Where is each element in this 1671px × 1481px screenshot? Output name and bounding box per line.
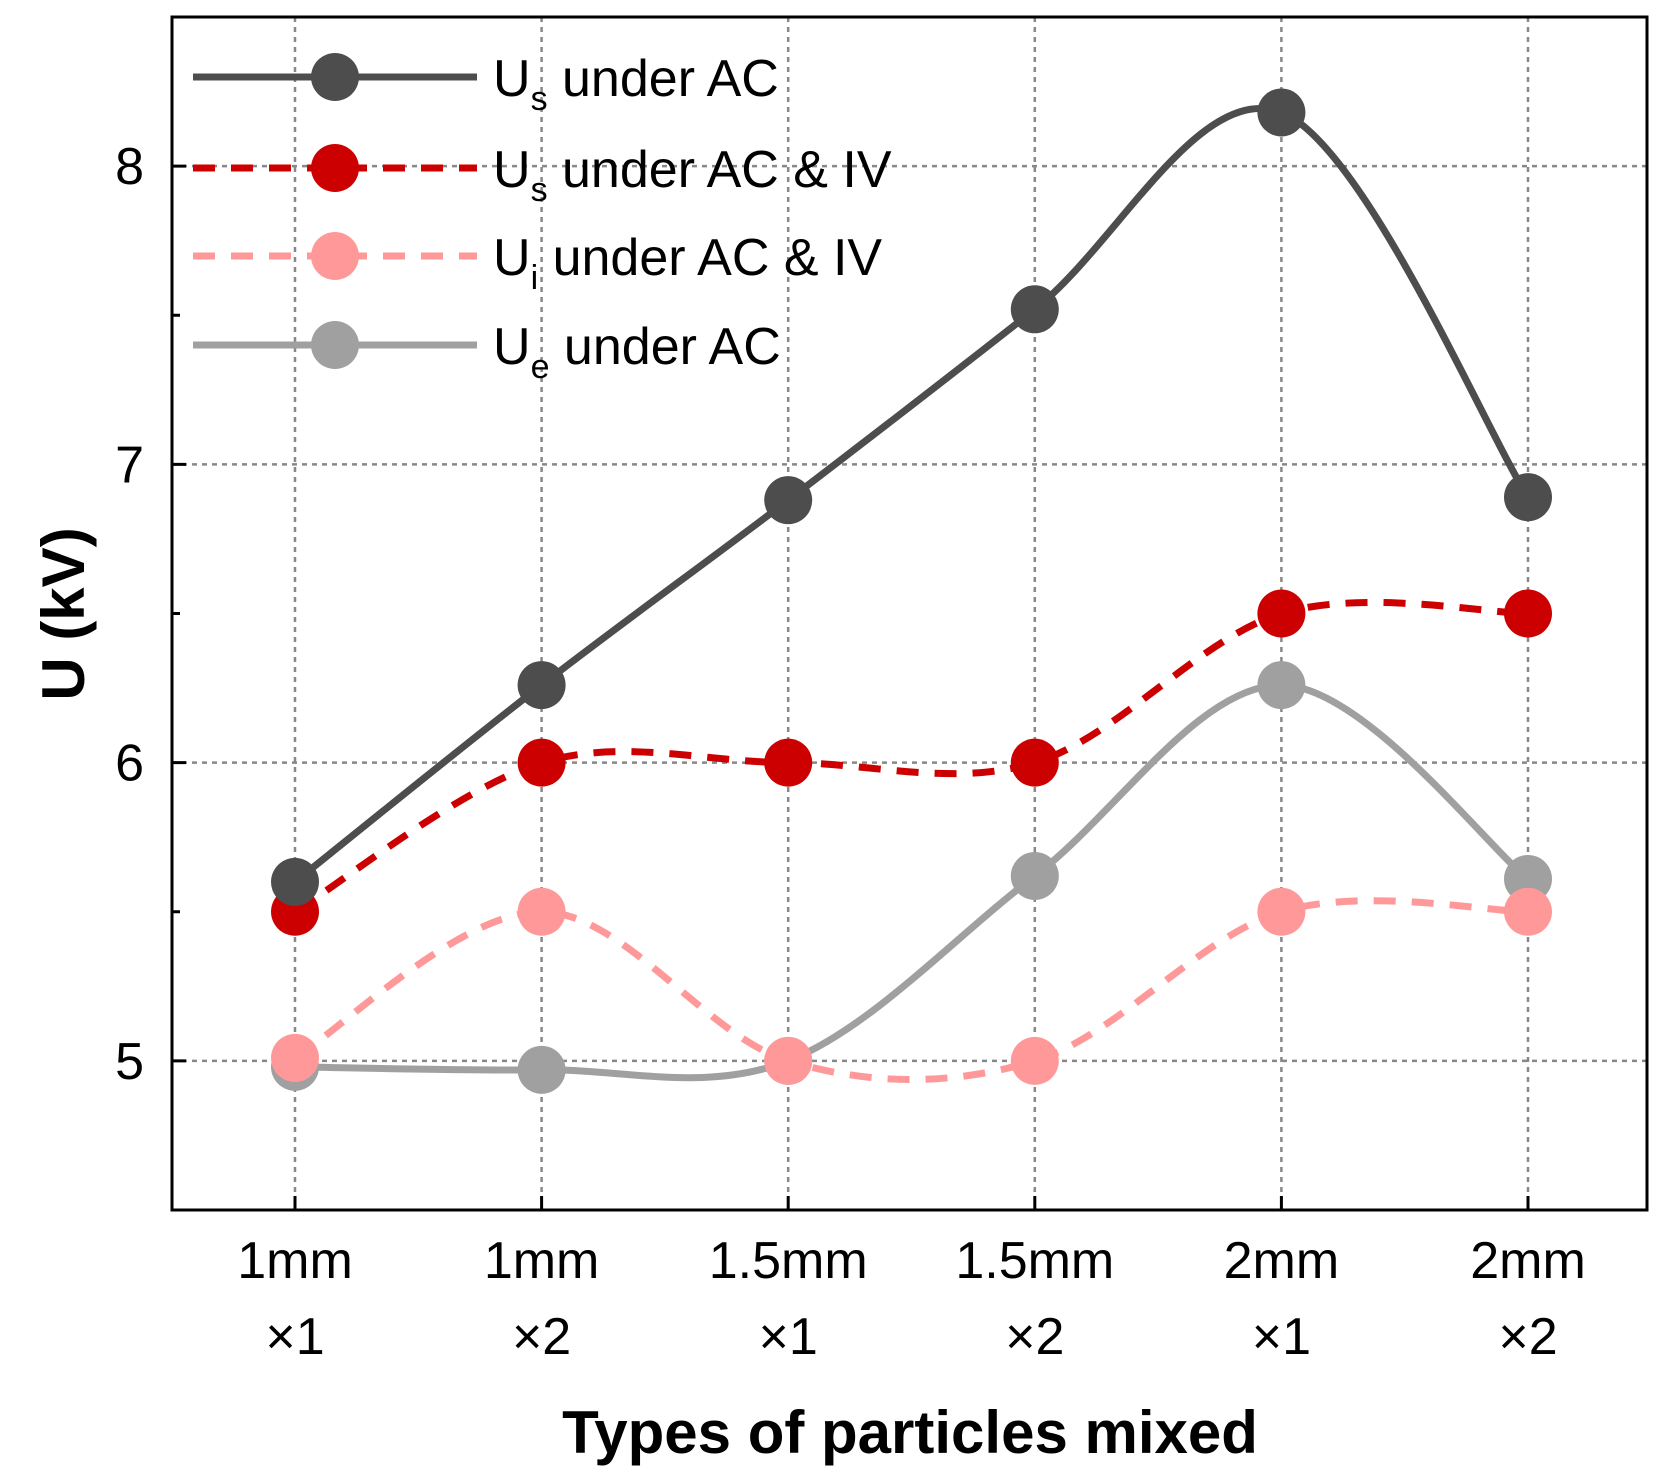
series-layer: [271, 88, 1552, 1094]
x-tick-label: 1.5mm: [709, 1232, 868, 1290]
legend-marker: [311, 144, 359, 192]
grid: [172, 17, 1647, 1210]
x-tick-label: 2mm: [1224, 1232, 1340, 1290]
x-tick-labels: 1mm ×1 1mm ×2 1.5mm ×1 1.5mm ×2 2mm ×1 2mm ×2: [237, 1232, 1586, 1366]
legend-label: Ue under AC: [493, 318, 781, 386]
series-line: [294, 681, 1531, 1082]
axis-ticks: [172, 164, 1530, 1210]
y-axis-title: U (kV): [30, 527, 97, 700]
x-tick-label: ×2: [1498, 1308, 1557, 1366]
data-point: [1010, 285, 1059, 334]
data-point: [517, 1045, 566, 1094]
data-point: [1257, 88, 1306, 137]
legend-entry: Ue under AC: [193, 318, 781, 386]
legend-marker: [311, 232, 359, 280]
legend-marker: [311, 321, 359, 369]
legend: Us under AC Us under AC & IV Ui under AC &…: [193, 50, 892, 386]
series-2: [271, 589, 1552, 936]
x-tick-label: 2mm: [1470, 1232, 1586, 1290]
data-point: [764, 1036, 813, 1085]
y-tick-labels: 5 6 7 8: [115, 138, 144, 1091]
data-point: [517, 661, 566, 710]
data-point: [1504, 589, 1552, 638]
data-point: [1504, 473, 1552, 522]
data-point: [1257, 589, 1306, 638]
legend-label: Us under AC: [493, 50, 779, 118]
y-tick-label: 7: [115, 436, 144, 494]
series-4: [271, 661, 1552, 1094]
x-tick-label: ×1: [265, 1308, 324, 1366]
x-tick-label: ×2: [1005, 1308, 1064, 1366]
data-point: [764, 738, 813, 787]
data-point: [271, 1033, 319, 1082]
data-point: [1010, 1036, 1059, 1085]
x-tick-label: ×1: [1252, 1308, 1311, 1366]
data-point: [1257, 661, 1306, 710]
data-point: [764, 476, 813, 525]
data-point: [1504, 854, 1552, 903]
y-tick-label: 8: [115, 138, 144, 196]
x-tick-label: ×1: [759, 1308, 818, 1366]
data-point: [1010, 851, 1059, 900]
series-1: [271, 88, 1552, 906]
legend-entry: Ui under AC & IV: [193, 229, 882, 297]
plot-frame: [170, 15, 1649, 1212]
y-tick-label: 6: [115, 735, 144, 793]
x-axis-title: Types of particles mixed: [562, 1399, 1258, 1466]
legend-marker: [311, 53, 359, 101]
x-tick-label: 1mm: [237, 1232, 353, 1290]
data-point: [1010, 738, 1059, 787]
data-point: [271, 857, 319, 906]
x-tick-label: 1.5mm: [955, 1232, 1114, 1290]
x-tick-label: 1mm: [484, 1232, 600, 1290]
series-line: [293, 897, 1529, 1084]
data-point: [517, 887, 566, 936]
series-line: [293, 598, 1529, 915]
series-3: [271, 887, 1552, 1085]
legend-entry: Us under AC: [193, 50, 779, 118]
series-line: [292, 105, 1531, 885]
data-point: [517, 738, 566, 787]
x-tick-label: ×2: [512, 1308, 571, 1366]
y-tick-label: 5: [115, 1033, 144, 1091]
legend-entry: Us under AC & IV: [193, 141, 892, 209]
legend-label: Ui under AC & IV: [493, 229, 882, 297]
legend-label: Us under AC & IV: [493, 141, 892, 209]
data-point: [1504, 887, 1552, 936]
data-point: [1257, 887, 1306, 936]
